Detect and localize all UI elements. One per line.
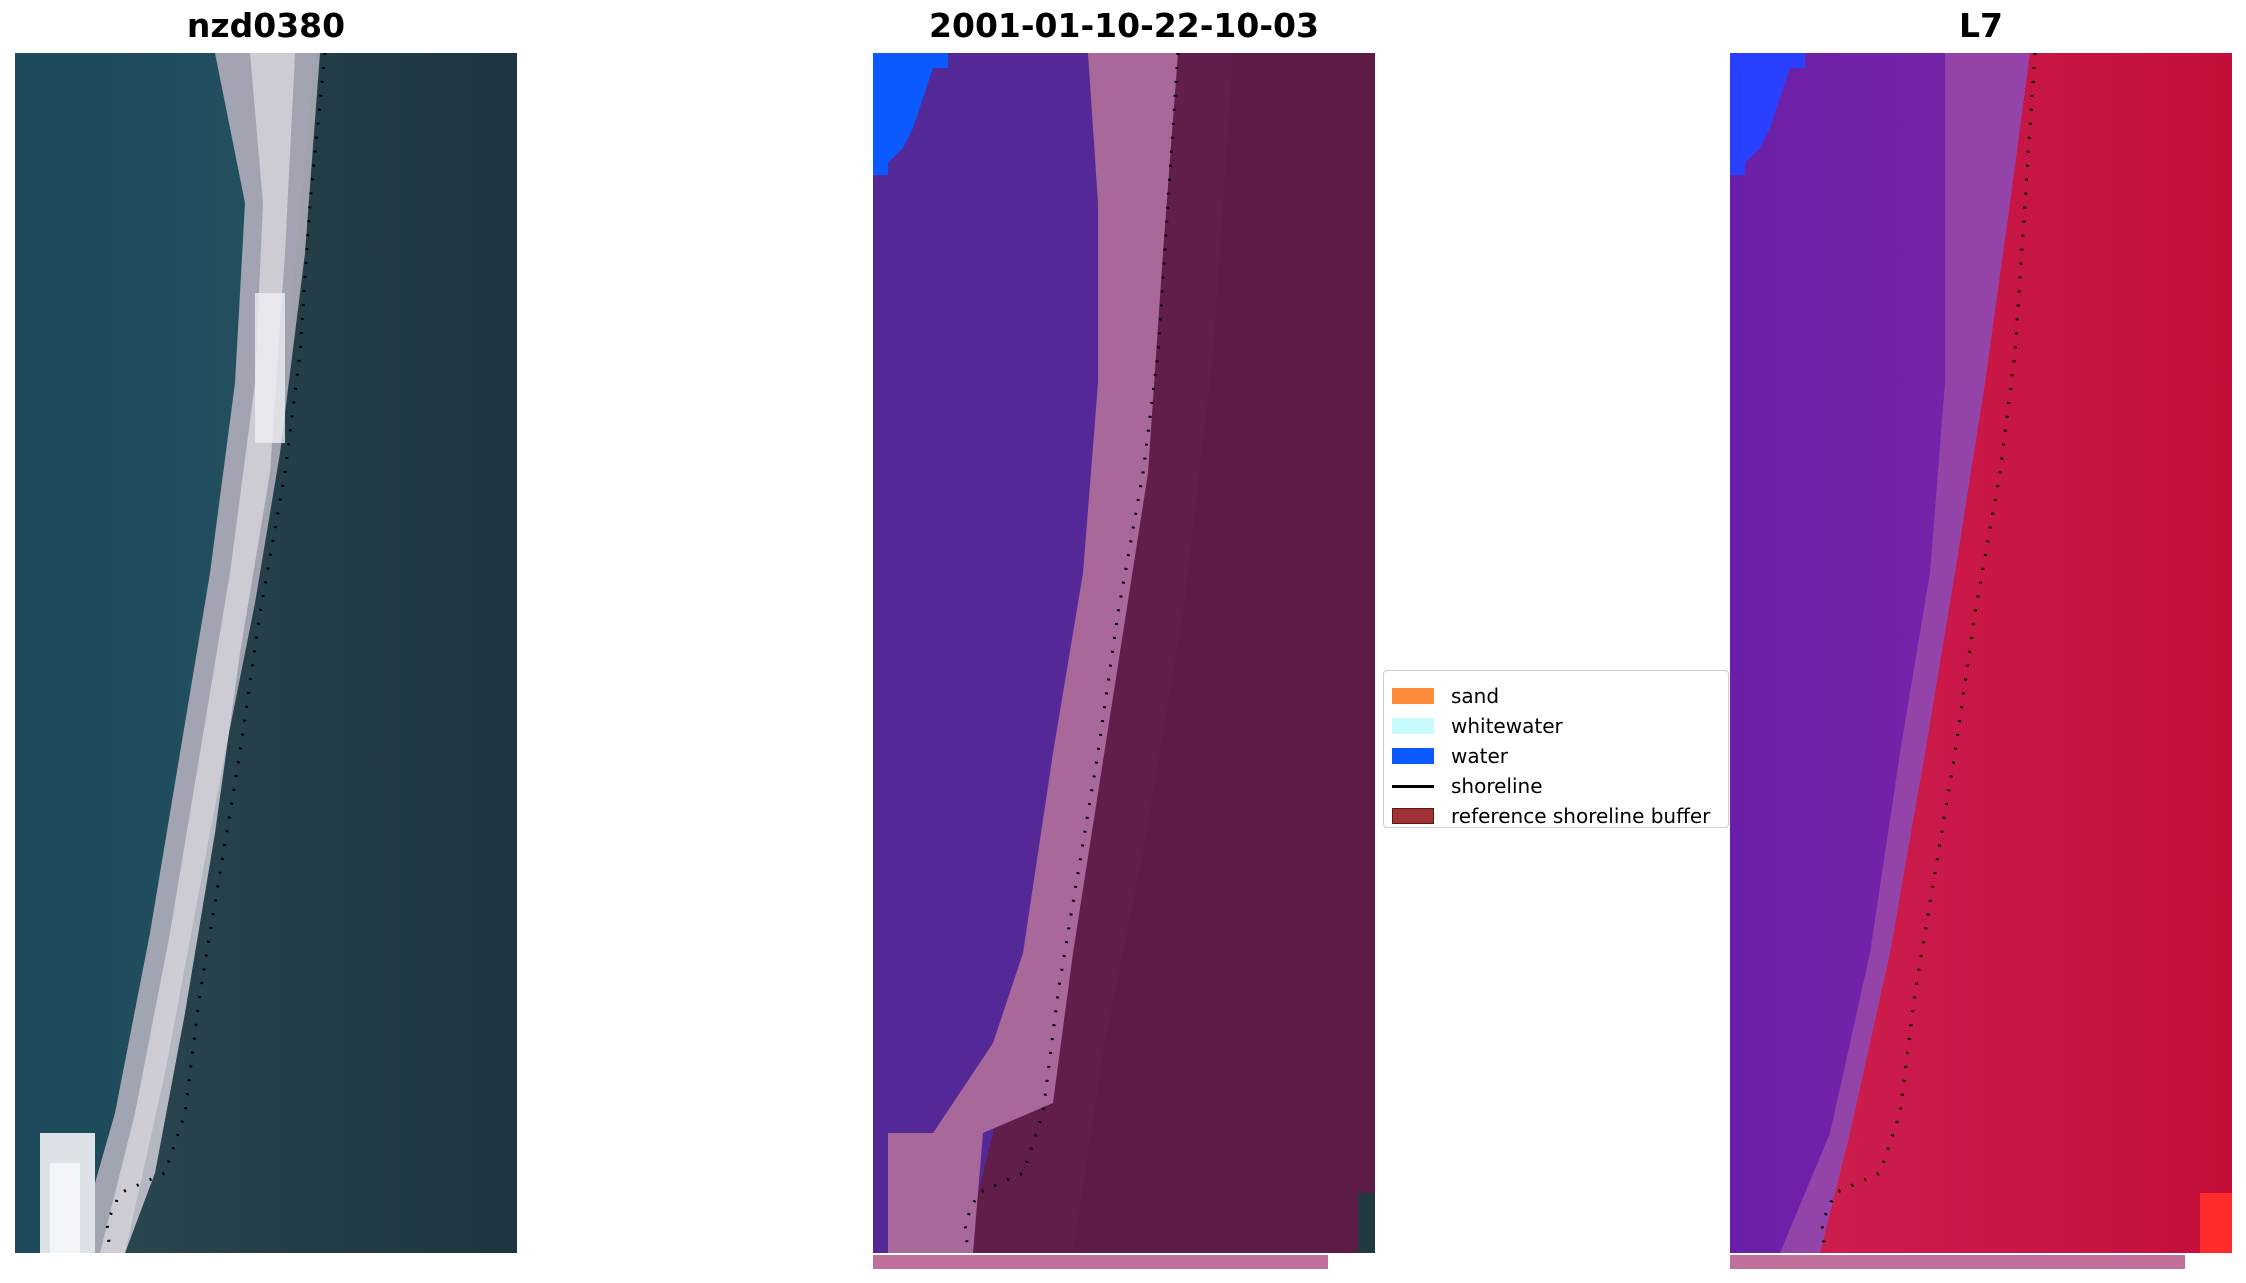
legend-label: whitewater (1451, 714, 1563, 738)
legend-item-whitewater: whitewater (1392, 712, 1563, 740)
sand-swatch-icon (1392, 688, 1434, 704)
reference-buffer-swatch-icon (1392, 808, 1434, 824)
classification-bottom-strip (873, 1255, 1328, 1269)
panel-title-classification: 2001-01-10-22-10-03 (929, 6, 1319, 45)
panel-title-mndwi: L7 (1959, 6, 2003, 45)
legend-label: water (1451, 744, 1508, 768)
rgb-image (15, 53, 517, 1253)
index-bottom-strip (1730, 1255, 2185, 1269)
panel-title-rgb: nzd0380 (186, 6, 346, 45)
legend-item-water: water (1392, 742, 1508, 770)
whitewater-swatch-icon (1392, 718, 1434, 734)
shoreline-line-icon (1392, 784, 1434, 788)
legend-item-reference-buffer: reference shoreline buffer (1392, 802, 1710, 830)
legend-item-shoreline: shoreline (1392, 772, 1543, 800)
index-image (1730, 53, 2232, 1253)
rgb-image-panel (15, 53, 517, 1253)
water-swatch-icon (1392, 748, 1434, 764)
legend: sand whitewater water shoreline referenc… (1383, 670, 1729, 828)
classification-image (873, 53, 1375, 1253)
legend-label: reference shoreline buffer (1451, 804, 1711, 828)
legend-item-sand: sand (1392, 682, 1499, 710)
legend-label: shoreline (1451, 774, 1543, 798)
classification-panel (873, 53, 1375, 1253)
legend-label: sand (1451, 684, 1500, 708)
index-image-panel (1730, 53, 2232, 1253)
